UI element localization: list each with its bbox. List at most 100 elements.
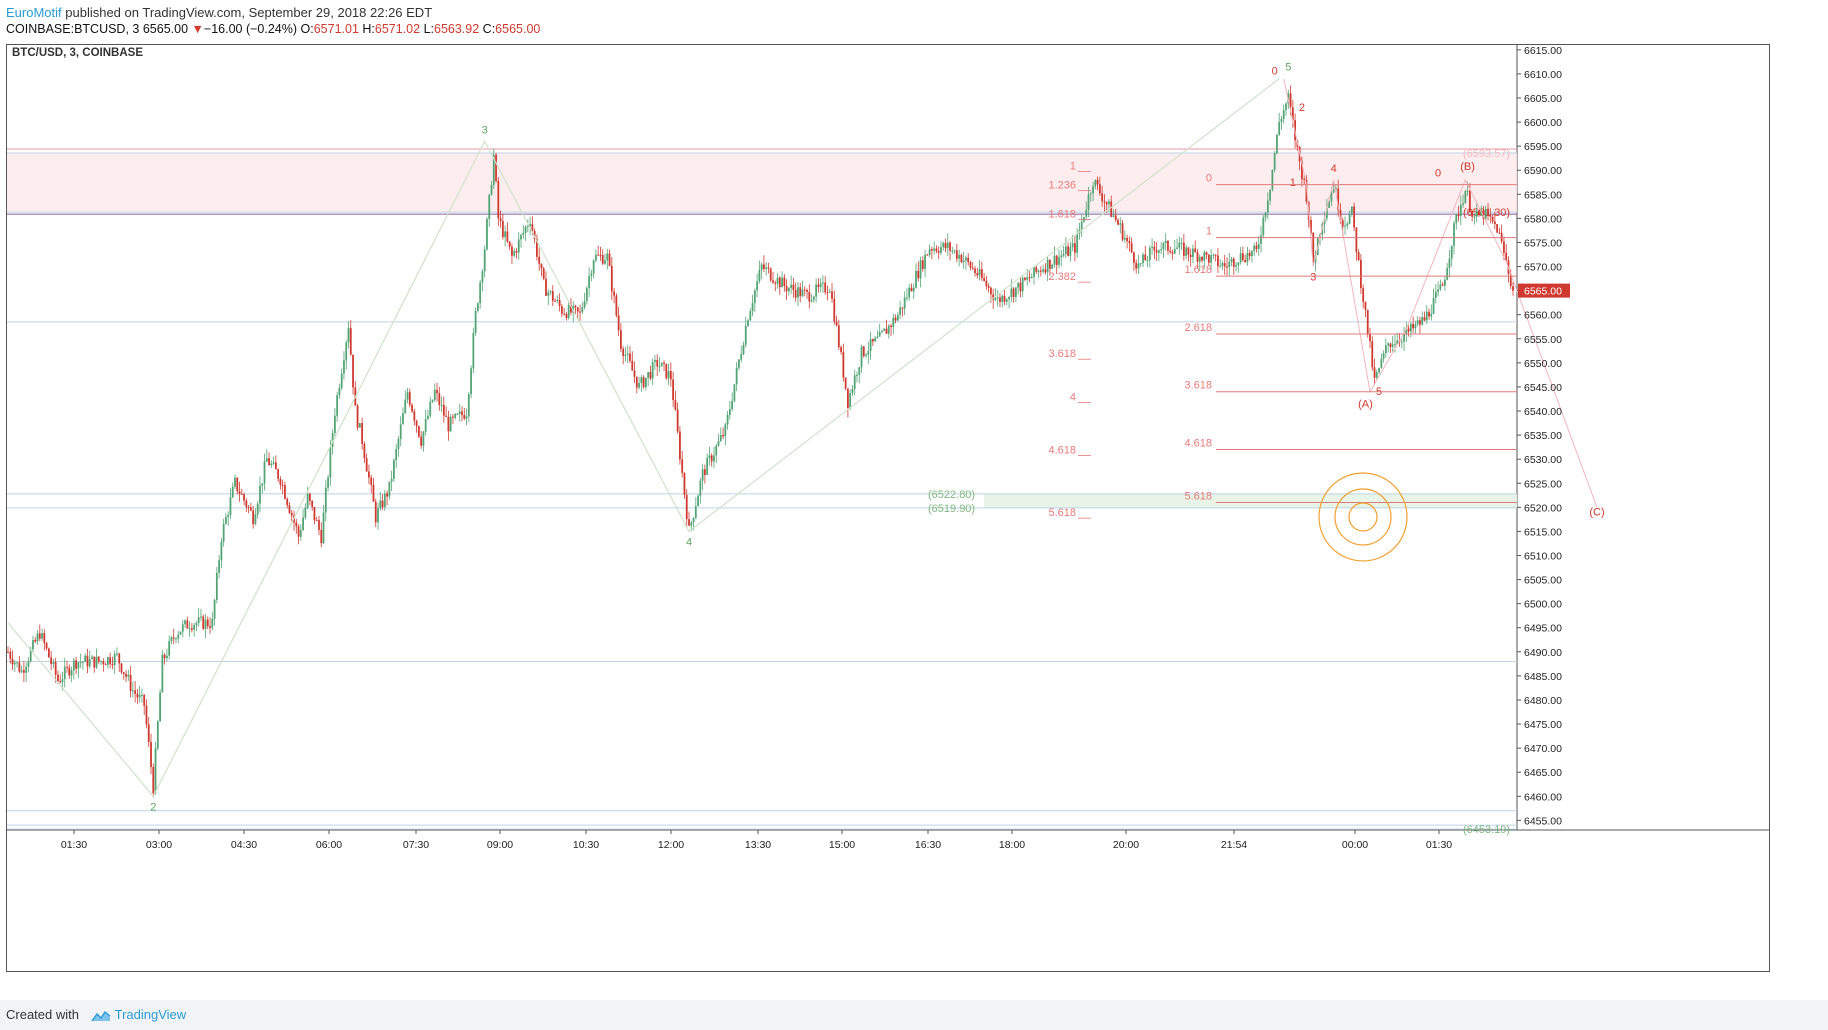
candle-body	[862, 346, 865, 356]
wave-label: 2	[1299, 102, 1305, 114]
candle-body	[195, 623, 198, 626]
candle-body	[1135, 262, 1138, 269]
candle-body	[1182, 242, 1185, 256]
candle-body	[1010, 288, 1013, 297]
candle-body	[1126, 237, 1129, 242]
fib-extension-label: 1	[1070, 160, 1076, 172]
candle-body	[429, 401, 432, 416]
candle-body	[726, 414, 729, 425]
candle-body	[1276, 134, 1278, 154]
candle-body	[912, 287, 915, 292]
candle-body	[651, 361, 654, 379]
candlestick-chart[interactable]: (6593.57)(6581.30)(6522.80)(6519.90)(645…	[6, 44, 1770, 972]
open-label: O:	[300, 22, 314, 36]
author-link[interactable]: EuroMotif	[6, 5, 62, 20]
candle-body	[1089, 193, 1092, 195]
candle-body	[1271, 169, 1274, 190]
candle-body	[1509, 273, 1512, 287]
candle-body	[955, 250, 958, 259]
candle-body	[1228, 261, 1231, 268]
candle-body	[874, 337, 877, 342]
candle-body	[642, 377, 645, 388]
candle-body	[815, 284, 818, 297]
candle-body	[592, 260, 595, 274]
candle-body	[470, 368, 472, 395]
candle-body	[202, 616, 205, 629]
candle-body	[1223, 263, 1226, 267]
candle-body	[930, 249, 933, 251]
candle-body	[1051, 264, 1054, 269]
chart-area[interactable]: (6593.57)(6581.30)(6522.80)(6519.90)(645…	[6, 44, 1770, 972]
y-tick-label: 6515.00	[1524, 526, 1562, 538]
candle-body	[511, 246, 513, 256]
candle-body	[322, 512, 325, 544]
candle-body	[1226, 266, 1228, 268]
candle-body	[908, 287, 911, 298]
candle-body	[193, 625, 196, 630]
candle-body	[82, 661, 84, 663]
footer-bar: Created with TradingView	[0, 1000, 1828, 1030]
candle-body	[1493, 221, 1496, 225]
candle-body	[368, 471, 370, 478]
candle-body	[156, 721, 159, 749]
candle-body	[958, 254, 961, 259]
candle-body	[490, 184, 493, 195]
low-label: L:	[423, 22, 434, 36]
candle-body	[663, 362, 665, 364]
candle-body	[819, 283, 822, 288]
candle-body	[492, 154, 495, 185]
candle-body	[290, 512, 293, 516]
candle-body	[352, 354, 354, 388]
candle-body	[903, 297, 906, 309]
candle-body	[393, 460, 395, 479]
candle-body	[29, 649, 32, 662]
candle-body	[229, 497, 232, 515]
candle-body	[599, 254, 602, 256]
candle-body	[1167, 240, 1169, 251]
candle-body	[1325, 207, 1328, 219]
candle-body	[1060, 255, 1063, 258]
candle-body	[397, 439, 400, 450]
candle-body	[676, 409, 679, 432]
candle-body	[1346, 223, 1349, 226]
candle-body	[1151, 246, 1153, 249]
candle-body	[320, 529, 323, 544]
candle-body	[1289, 93, 1292, 108]
last-price-label: 6565.00	[1524, 286, 1562, 298]
candle-body	[102, 661, 105, 665]
candle-body	[476, 303, 479, 311]
candle-body	[1196, 252, 1199, 262]
candle-body	[91, 656, 93, 660]
candle-body	[1123, 237, 1126, 240]
candle-body	[1389, 343, 1392, 347]
candle-body	[1169, 250, 1172, 253]
candle-body	[231, 486, 234, 498]
candle-body	[953, 250, 956, 252]
candle-body	[386, 493, 388, 497]
candle-body	[1353, 206, 1356, 228]
candle-body	[1339, 210, 1342, 221]
candle-body	[168, 641, 171, 656]
candle-body	[420, 436, 423, 446]
close-value: 6565.00	[495, 22, 541, 36]
candle-body	[277, 469, 280, 479]
y-tick-label: 6490.00	[1524, 647, 1562, 659]
candle-body	[452, 416, 454, 418]
candle-body	[558, 300, 561, 307]
y-tick-label: 6560.00	[1524, 310, 1562, 322]
candle-body	[433, 389, 436, 401]
fib-extension-label: 5.618	[1048, 507, 1076, 519]
x-tick-label: 03:00	[146, 839, 172, 851]
candle-body	[1412, 323, 1415, 329]
y-tick-label: 6600.00	[1524, 117, 1562, 129]
candle-body	[996, 297, 999, 299]
candle-body	[774, 282, 777, 284]
candle-body	[436, 389, 438, 394]
candle-body	[45, 643, 48, 649]
y-tick-label: 6520.00	[1524, 502, 1562, 514]
candle-body	[765, 267, 768, 269]
candle-body	[847, 388, 849, 409]
y-tick-label: 6615.00	[1524, 45, 1562, 57]
candle-body	[1221, 263, 1224, 266]
tradingview-link[interactable]: TradingView	[114, 1007, 187, 1022]
